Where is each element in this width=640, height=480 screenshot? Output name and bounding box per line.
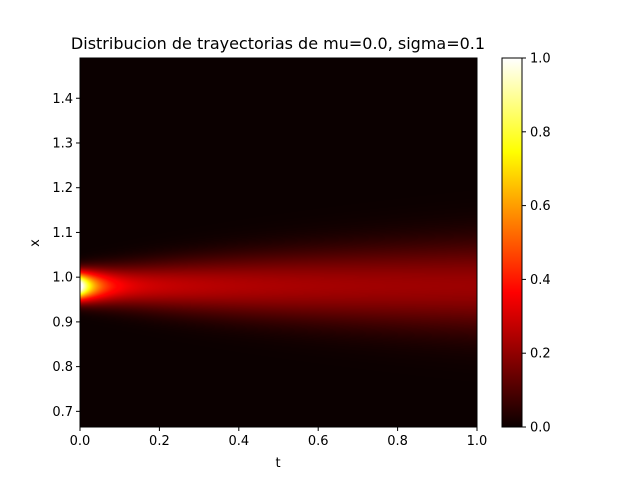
x-tick-label: 1.0 [467, 434, 488, 449]
x-axis-ticks: 0.0 0.2 0.4 0.6 0.8 1.0 [70, 427, 488, 449]
plot-frame [79, 57, 478, 428]
y-tick-label: 0.7 [52, 405, 73, 420]
colorbar-ticks: 0.0 0.2 0.4 0.6 0.8 1.0 [522, 52, 551, 436]
colorbar-tick-label: 0.0 [530, 421, 551, 436]
y-tick-label: 1.2 [52, 181, 73, 196]
heatmap-image [80, 58, 477, 427]
y-axis-label: x [28, 239, 43, 247]
x-tick-label: 0.8 [387, 434, 408, 449]
y-tick-label: 1.0 [52, 271, 73, 286]
x-axis-label: t [275, 456, 280, 471]
colorbar-tick-label: 0.8 [530, 125, 551, 140]
y-tick-label: 1.1 [52, 226, 73, 241]
colorbar-tick-label: 0.2 [530, 347, 551, 362]
chart-title: Distribucion de trayectorias de mu=0.0, … [71, 34, 485, 53]
colorbar-tick-label: 1.0 [530, 52, 551, 67]
colorbar-tick-label: 0.6 [530, 199, 551, 214]
y-axis-ticks: 0.7 0.8 0.9 1.0 1.1 1.2 1.3 1.4 [52, 92, 80, 420]
y-tick-label: 1.4 [52, 92, 73, 107]
y-tick-label: 0.9 [52, 315, 73, 330]
y-tick-label: 1.3 [52, 136, 73, 151]
heatmap-plot [80, 58, 477, 427]
x-tick-label: 0.6 [308, 434, 329, 449]
x-tick-label: 0.2 [149, 434, 170, 449]
colorbar [501, 57, 523, 428]
y-tick-label: 0.8 [52, 360, 73, 375]
colorbar-tick-label: 0.4 [530, 273, 551, 288]
x-tick-label: 0.4 [228, 434, 249, 449]
x-tick-label: 0.0 [70, 434, 91, 449]
